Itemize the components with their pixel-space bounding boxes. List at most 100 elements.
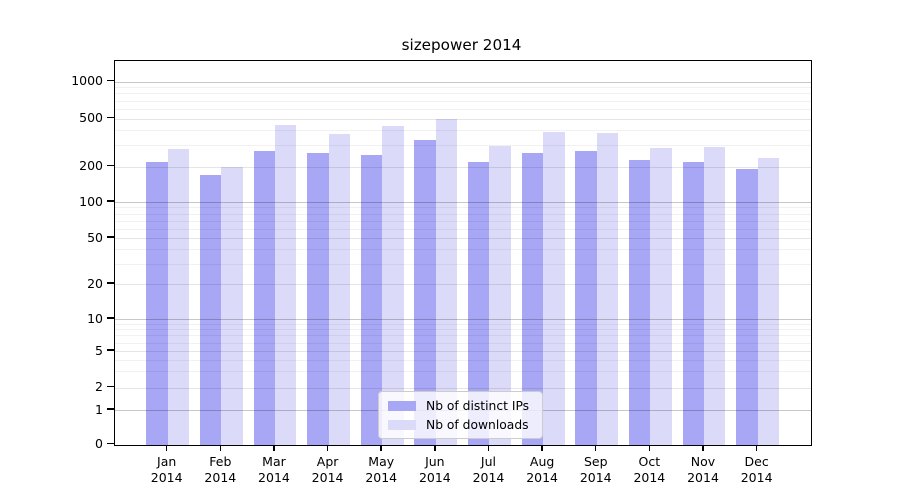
- y-tick-label-1000: 1000: [71, 73, 103, 88]
- bar-downloads-nov: [704, 147, 726, 445]
- bar-downloads-jul: [489, 145, 511, 445]
- x-tick-mark-jan: [165, 445, 168, 451]
- bar-downloads-mar: [274, 124, 297, 445]
- x-tick-year: 2014: [150, 470, 183, 485]
- y-tick-label-10: 10: [87, 310, 103, 326]
- legend-swatch-distinct-ips: [388, 400, 416, 412]
- bar-downloads-jun: [435, 118, 458, 445]
- bar-distinct-ips-dec: [736, 169, 758, 445]
- y-tick-mark-50: [107, 236, 114, 238]
- x-tick-month: Aug: [529, 453, 555, 469]
- y-tick-mark-100: [107, 200, 114, 202]
- bar-distinct-ips-jul: [468, 162, 490, 445]
- x-tick-year: 2014: [526, 470, 559, 485]
- legend-label-distinct-ips: Nb of distinct IPs: [426, 399, 530, 413]
- bar-distinct-ips-nov: [682, 162, 704, 445]
- bar-downloads-may: [382, 126, 404, 445]
- y-tick-label-2: 2: [95, 379, 103, 395]
- x-tick-label-aug: Aug 2014: [502, 454, 582, 487]
- x-tick-mark-apr: [326, 445, 329, 451]
- y-tick-label-5: 5: [95, 342, 103, 358]
- x-tick-year: 2014: [633, 470, 666, 485]
- x-tick-month: Apr: [316, 453, 339, 469]
- x-tick-label-jul: Jul 2014: [448, 454, 528, 487]
- bar-downloads-dec: [757, 157, 780, 445]
- plot-area: [113, 60, 812, 446]
- bar-distinct-ips-sep: [575, 150, 597, 445]
- x-tick-year: 2014: [204, 470, 237, 485]
- x-tick-label-jun: Jun 2014: [395, 454, 475, 487]
- x-tick-mark-aug: [541, 445, 543, 451]
- x-tick-mark-sep: [594, 445, 597, 451]
- bar-distinct-ips-aug: [521, 152, 544, 445]
- x-tick-label-oct: Oct 2014: [609, 454, 689, 487]
- x-tick-mark-nov: [702, 445, 704, 451]
- x-tick-label-may: May 2014: [341, 454, 421, 487]
- bar-distinct-ips-jan: [146, 162, 168, 445]
- x-tick-month: Dec: [744, 453, 769, 469]
- x-tick-year: 2014: [418, 470, 451, 485]
- legend-row-downloads: Nb of downloads: [388, 417, 533, 433]
- x-tick-label-apr: Apr 2014: [288, 454, 368, 487]
- x-tick-year: 2014: [258, 470, 290, 485]
- bar-downloads-aug: [543, 132, 565, 445]
- x-tick-month: Jan: [157, 453, 177, 469]
- x-tick-year: 2014: [740, 470, 773, 485]
- bar-downloads-oct: [650, 148, 672, 445]
- x-tick-label-feb: Feb 2014: [180, 454, 260, 487]
- legend-row-distinct-ips: Nb of distinct IPs: [388, 398, 533, 414]
- y-tick-mark-500: [107, 116, 114, 119]
- bar-distinct-ips-feb: [199, 174, 222, 445]
- x-tick-year: 2014: [472, 470, 505, 485]
- bar-downloads-jan: [167, 149, 190, 445]
- x-tick-month: Sep: [583, 453, 608, 469]
- x-tick-month: Nov: [690, 453, 716, 469]
- bar-downloads-feb: [221, 166, 243, 445]
- x-tick-label-jan: Jan 2014: [127, 454, 207, 487]
- bar-distinct-ips-oct: [628, 159, 651, 445]
- x-tick-year: 2014: [579, 470, 612, 485]
- y-tick-mark-1000: [107, 79, 114, 82]
- bar-distinct-ips-jun: [414, 139, 436, 445]
- x-tick-mark-may: [380, 445, 382, 451]
- x-tick-label-mar: Mar 2014: [234, 454, 314, 487]
- y-tick-mark-10: [107, 317, 114, 319]
- x-tick-mark-mar: [273, 445, 275, 451]
- x-tick-month: Oct: [638, 453, 661, 469]
- bars-layer: [115, 61, 811, 445]
- y-tick-mark-0: [107, 442, 114, 445]
- x-tick-month: Jun: [425, 453, 445, 469]
- x-tick-label-nov: Nov 2014: [663, 454, 743, 487]
- y-tick-label-200: 200: [79, 158, 103, 173]
- bar-downloads-apr: [328, 133, 350, 445]
- y-tick-mark-1: [107, 408, 114, 410]
- y-tick-label-1: 1: [95, 401, 103, 417]
- bar-distinct-ips-may: [360, 155, 383, 445]
- y-tick-label-500: 500: [79, 110, 103, 125]
- bar-distinct-ips-mar: [253, 150, 275, 445]
- x-tick-mark-dec: [755, 445, 758, 451]
- y-tick-mark-20: [107, 282, 114, 284]
- x-tick-mark-oct: [648, 445, 651, 451]
- bar-distinct-ips-apr: [307, 152, 329, 445]
- x-tick-month: Mar: [262, 453, 286, 469]
- legend-label-downloads: Nb of downloads: [426, 418, 529, 432]
- x-tick-year: 2014: [687, 470, 719, 485]
- y-tick-label-20: 20: [87, 275, 103, 291]
- x-tick-label-dec: Dec 2014: [717, 454, 797, 487]
- x-tick-mark-feb: [219, 445, 222, 451]
- bar-downloads-sep: [596, 133, 619, 445]
- y-tick-label-0: 0: [95, 436, 103, 451]
- x-tick-month: May: [368, 453, 395, 469]
- x-tick-month: Feb: [209, 453, 232, 469]
- legend: Nb of distinct IPs Nb of downloads: [378, 391, 543, 439]
- x-tick-year: 2014: [365, 470, 398, 485]
- x-tick-year: 2014: [311, 470, 344, 485]
- legend-swatch-downloads: [388, 419, 416, 431]
- x-tick-mark-jul: [487, 445, 490, 451]
- y-tick-label-100: 100: [79, 193, 103, 209]
- y-tick-label-50: 50: [87, 229, 103, 245]
- y-tick-mark-5: [107, 349, 114, 351]
- x-tick-month: Jul: [480, 453, 497, 469]
